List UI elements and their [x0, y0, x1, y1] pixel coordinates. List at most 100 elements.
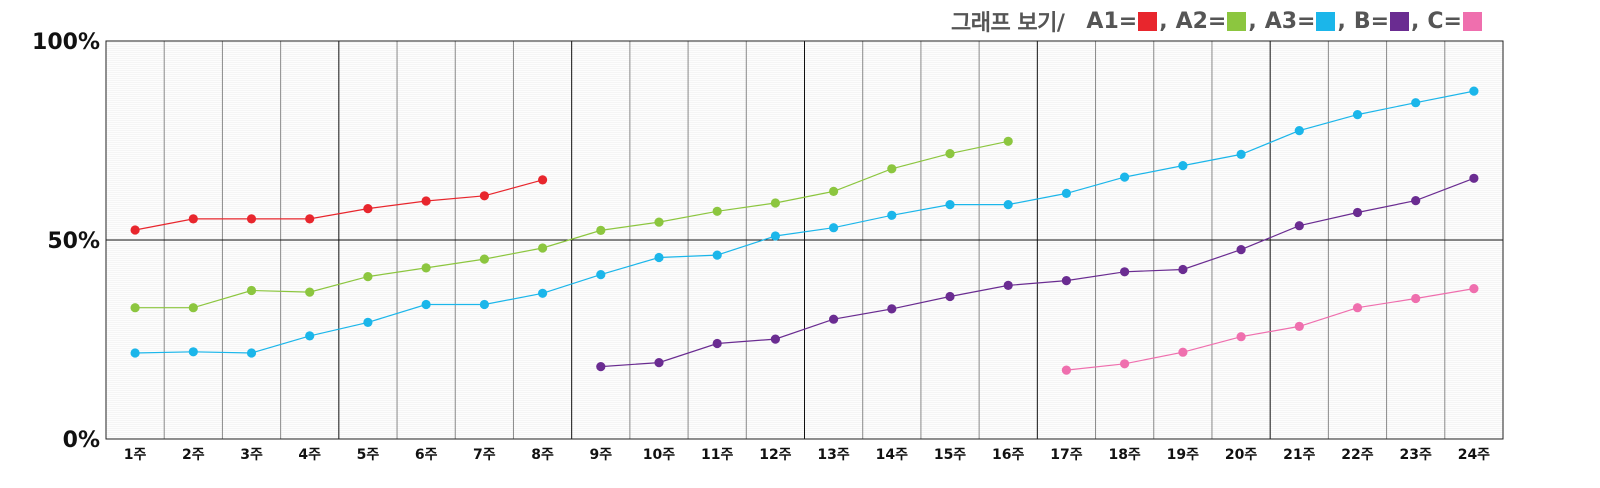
legend-item-b: B= , [1354, 9, 1428, 34]
series-line-a1 [134, 179, 543, 231]
data-point [421, 299, 431, 310]
x-tick-label: 23주 [1400, 447, 1432, 463]
data-point [421, 263, 431, 273]
legend-label-c: C= [1427, 8, 1462, 34]
data-point [1178, 161, 1188, 171]
data-point [1294, 221, 1304, 231]
data-point [770, 231, 781, 241]
data-point [829, 314, 839, 324]
x-tick-label: 22주 [1341, 447, 1373, 463]
x-tick-label: 9주 [589, 447, 612, 463]
series-line-c [1066, 288, 1475, 371]
legend-title: 그래프 보기/ [951, 11, 1065, 36]
data-point [421, 196, 431, 206]
data-point [887, 210, 897, 220]
legend-swatch-a1 [1138, 11, 1158, 31]
x-tick-label: 2주 [182, 447, 205, 463]
data-point [305, 287, 315, 297]
x-tick-label: 3주 [240, 447, 263, 463]
x-tick-label: 18주 [1108, 447, 1140, 463]
data-point [1469, 284, 1479, 294]
data-point [770, 198, 781, 208]
plot-border [105, 40, 1504, 440]
data-point [1236, 149, 1246, 159]
legend-separator: , [1159, 8, 1168, 34]
data-point [305, 331, 315, 341]
data-point [246, 214, 257, 224]
data-point [1178, 264, 1188, 275]
data-point [1352, 110, 1363, 120]
series-line-a3 [135, 90, 1475, 354]
data-point [130, 303, 140, 313]
data-point [654, 252, 664, 263]
data-point [246, 348, 257, 358]
series-layer [130, 86, 1479, 375]
data-point [1061, 276, 1071, 286]
data-point [1236, 332, 1246, 342]
x-tick-label: 13주 [817, 447, 849, 463]
legend-label-a1: A1= [1086, 8, 1138, 34]
series-a3 [130, 86, 1479, 358]
data-point [538, 243, 548, 253]
legend-item-a3: A3= , [1265, 9, 1354, 34]
data-point [188, 214, 198, 224]
x-tick-label: 19주 [1167, 447, 1199, 463]
legend-separator: , [1337, 8, 1346, 34]
data-point [1061, 365, 1071, 375]
data-point [712, 338, 722, 349]
data-point [1294, 321, 1304, 331]
legend-label-a3: A3= [1264, 8, 1316, 34]
data-point [1061, 188, 1071, 198]
data-point [770, 334, 781, 344]
legend-item-a2: A2= , [1176, 9, 1265, 34]
data-point [1469, 86, 1479, 96]
legend-swatch-a3 [1316, 11, 1336, 31]
legend-separator: , [1411, 8, 1420, 34]
legend-swatch-c [1463, 11, 1482, 31]
data-point [712, 250, 722, 260]
legend-label-a2: A2= [1175, 8, 1227, 34]
data-point [1411, 196, 1421, 206]
x-axis: 1주 2주 3주 4주 5주 6주 7주 8주 9주 10주 11주 12주 13주 14주 15주 16주 1… [124, 447, 1490, 463]
data-point [1469, 173, 1479, 183]
data-point [1411, 98, 1421, 108]
legend-item-a1: A1= , [1086, 9, 1175, 34]
data-point [1352, 207, 1363, 218]
x-tick-label: 8주 [531, 447, 554, 463]
chart-legend: 그래프 보기/ A1= , A2= , A3= , B= , C= [951, 6, 1492, 36]
data-point [596, 225, 606, 235]
data-point [363, 317, 373, 327]
data-point [479, 254, 489, 264]
x-tick-label: 14주 [876, 447, 908, 463]
data-point [1120, 267, 1130, 277]
y-tick-label: 50% [47, 229, 100, 254]
x-tick-label: 7주 [473, 447, 496, 463]
data-point [130, 348, 140, 358]
y-tick-label: 0% [63, 428, 100, 453]
data-point [1411, 293, 1421, 304]
data-point [654, 358, 664, 368]
data-point [479, 299, 489, 310]
x-tick-label: 5주 [357, 447, 380, 463]
data-point [712, 206, 722, 216]
data-point [1352, 303, 1363, 313]
data-point [945, 291, 955, 302]
data-point [538, 175, 548, 185]
data-point [538, 288, 548, 298]
series-c [1061, 284, 1479, 375]
series-a1 [130, 175, 548, 235]
data-point [188, 303, 198, 313]
y-axis: 0% 50% 100% [32, 30, 100, 453]
legend-swatch-b [1390, 11, 1410, 31]
data-point [887, 304, 897, 314]
series-a2 [130, 136, 1013, 313]
data-point [1003, 200, 1013, 210]
data-point [479, 191, 489, 201]
x-tick-label: 20주 [1225, 447, 1257, 463]
data-point [1236, 245, 1246, 255]
x-tick-label: 17주 [1050, 447, 1082, 463]
data-point [945, 200, 955, 210]
data-point [1294, 126, 1304, 136]
data-point [363, 204, 373, 214]
